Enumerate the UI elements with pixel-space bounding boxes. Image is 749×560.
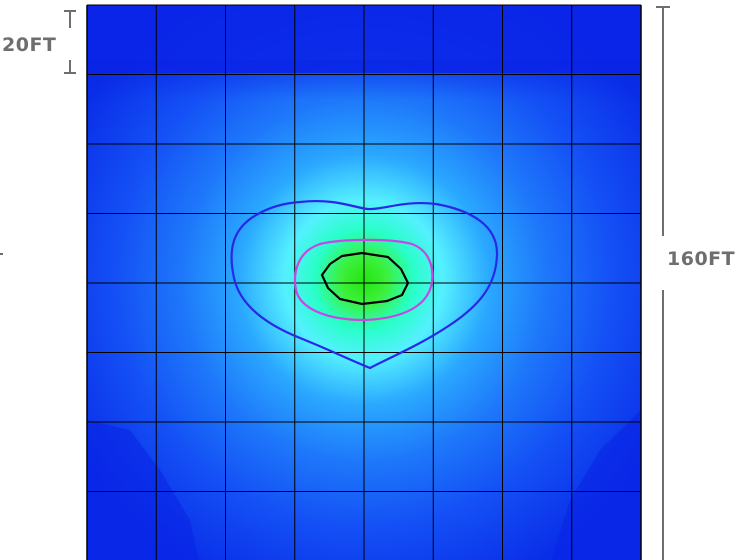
lower-left-shade	[87, 420, 199, 560]
dimension-160ft	[656, 6, 670, 560]
dimension-label-160ft: 160FT	[667, 248, 736, 270]
dimension-20ft	[64, 10, 76, 74]
contour-inner	[320, 251, 410, 306]
contour-outer	[230, 200, 499, 370]
lower-right-shade	[551, 410, 641, 560]
contour-middle	[294, 238, 434, 322]
dimension-label-20ft: 20FT	[2, 34, 57, 56]
grid	[86, 4, 642, 560]
